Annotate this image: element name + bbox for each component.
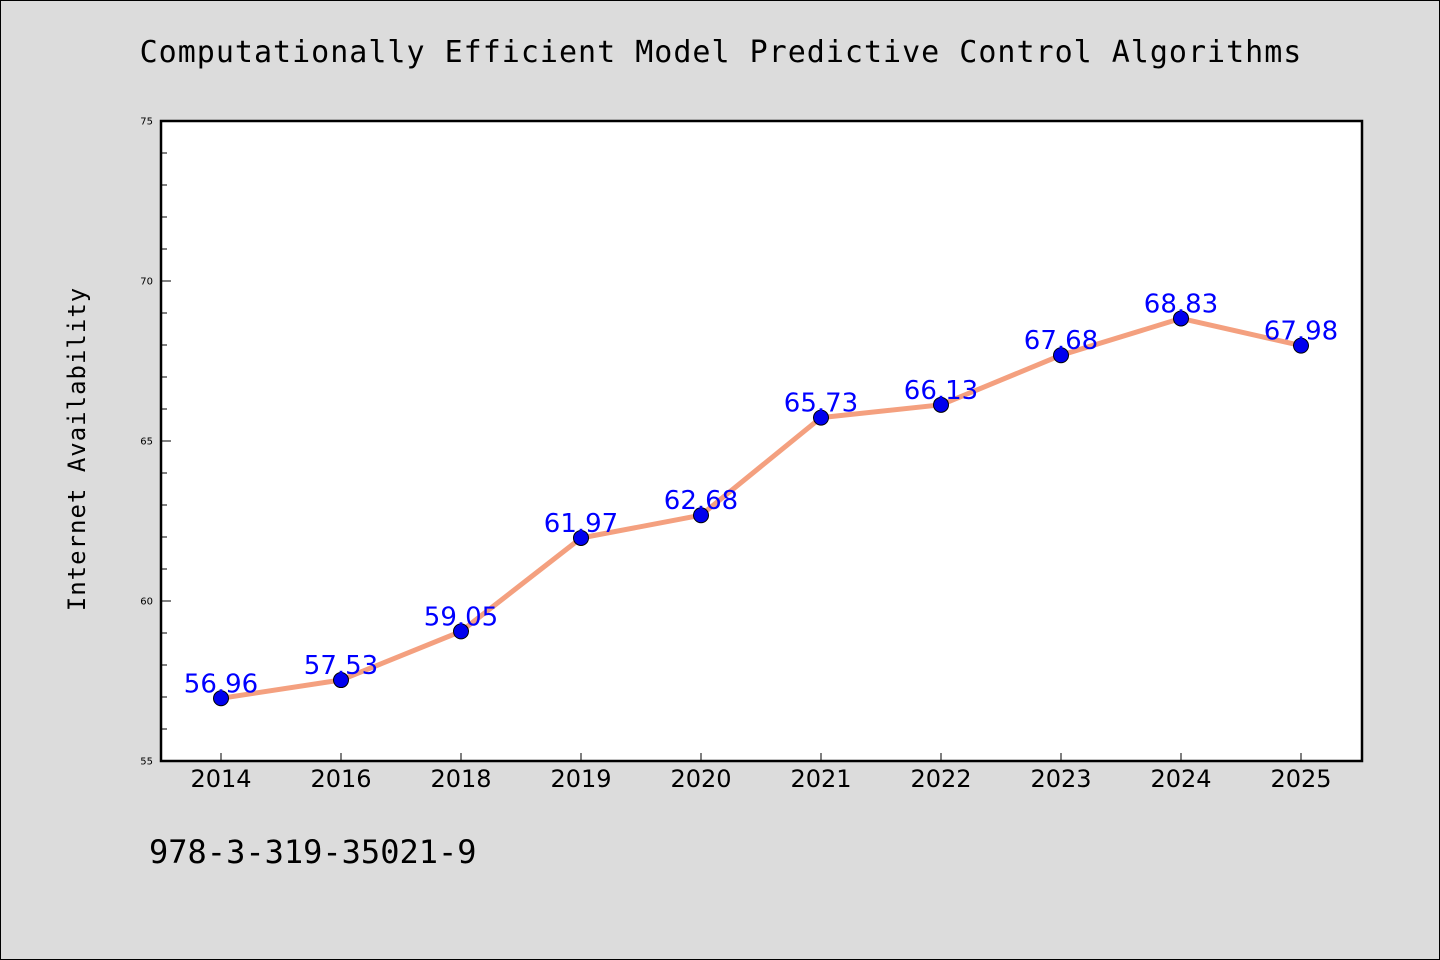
x-tick-label: 2016: [310, 765, 371, 793]
data-point: [213, 690, 229, 707]
y-tick-label: 70: [140, 277, 153, 288]
data-point: [333, 672, 349, 689]
data-point: [1053, 347, 1069, 364]
x-tick-label: 2023: [1030, 765, 1091, 793]
data-point: [813, 409, 829, 426]
data-point: [693, 507, 709, 524]
x-tick-label: 2020: [670, 765, 731, 793]
data-point: [1173, 310, 1189, 327]
y-tick-label: 75: [140, 117, 153, 128]
data-label: 68.83: [1144, 289, 1218, 319]
isbn-code: 978-3-319-35021-9: [149, 833, 477, 871]
data-label: 65.73: [784, 389, 858, 419]
data-label: 59.05: [424, 602, 498, 632]
x-ticks: 2014 2016 2018 2019 2020 2021 2022 2023 2024 2025: [190, 753, 1332, 793]
y-major-ticks: 55 60 65 70 75: [140, 117, 171, 768]
x-tick-label: 2024: [1150, 765, 1211, 793]
data-label: 66.13: [904, 376, 978, 406]
y-tick-label: 60: [140, 597, 153, 608]
chart-title: Computationally Efficient Model Predicti…: [139, 35, 1303, 70]
x-tick-label: 2019: [550, 765, 611, 793]
y-tick-label: 65: [140, 437, 153, 448]
x-tick-label: 2018: [430, 765, 491, 793]
series-line: [218, 315, 1304, 701]
y-tick-label: 55: [140, 757, 153, 768]
data-markers: [213, 310, 1309, 707]
data-label: 67.68: [1024, 326, 1098, 356]
data-point: [453, 623, 469, 640]
y-minor-ticks: [161, 152, 167, 730]
data-label: 56.96: [184, 669, 258, 699]
data-label: 62.68: [664, 486, 738, 516]
data-point: [573, 529, 589, 546]
x-tick-label: 2025: [1270, 765, 1331, 793]
data-point: [1293, 337, 1309, 354]
plot-area: [159, 119, 1364, 763]
data-label: 57.53: [304, 651, 378, 681]
data-point: [933, 396, 949, 413]
data-labels: 56.96 57.53 59.05 61.97 62.68 65.73 66.13 67.68…: [184, 289, 1338, 699]
data-label: 67.98: [1264, 317, 1338, 347]
x-tick-label: 2022: [910, 765, 971, 793]
data-label: 61.97: [544, 509, 618, 539]
x-tick-label: 2021: [790, 765, 851, 793]
x-tick-label: 2014: [190, 765, 251, 793]
